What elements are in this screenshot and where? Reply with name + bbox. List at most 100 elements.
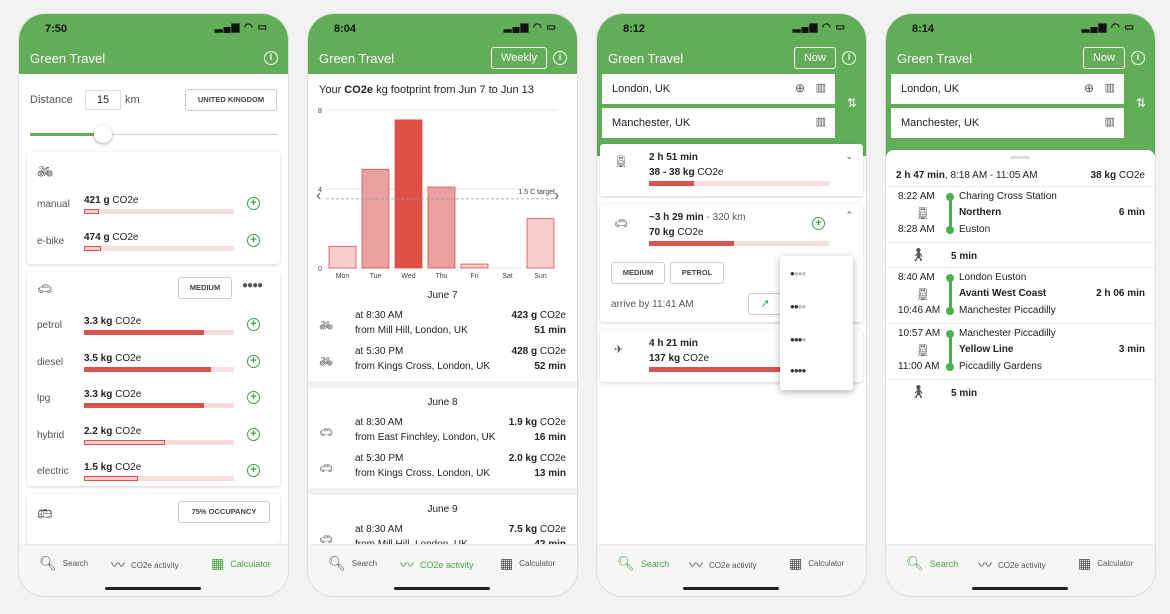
line-connector — [948, 333, 952, 365]
add-trip-icon[interactable]: + — [247, 197, 260, 210]
open-external-icon[interactable]: ↗ — [748, 293, 782, 315]
origin-input[interactable]: London, UK ⊕ ▥ — [891, 74, 1124, 104]
swap-icon[interactable]: ⇅ — [1135, 96, 1146, 110]
add-trip-icon[interactable]: + — [247, 391, 260, 404]
locate-icon[interactable]: ⊕ — [794, 81, 805, 95]
occupancy-option-1[interactable]: ●●●● — [790, 269, 806, 278]
add-trip-icon[interactable]: + — [247, 318, 260, 331]
trip-origin: from East Finchley, London, UK — [355, 432, 496, 443]
time-button[interactable]: Now — [793, 47, 836, 69]
trip-duration: 13 min — [534, 468, 566, 479]
plane-icon: ✈︎ — [614, 344, 624, 356]
map-icon[interactable]: ▥ — [1104, 116, 1115, 128]
destination-input[interactable]: Manchester, UK ▥ — [602, 108, 835, 138]
status-time: 8:04 — [334, 23, 357, 35]
trip-duration: 16 min — [534, 432, 566, 443]
leg-line: Northern — [959, 207, 1002, 218]
y-tick-label: 4 — [318, 187, 322, 194]
car-size-button[interactable]: MEDIUM — [611, 262, 665, 284]
add-trip-icon[interactable]: + — [247, 427, 260, 441]
calculator-icon: ▦ — [789, 555, 803, 571]
y-tick-label: 8 — [318, 108, 322, 115]
swap-icon[interactable]: ⇅ — [846, 96, 857, 110]
signal-wifi-battery-icon: ▂▄▆ ◠ ▭ — [503, 22, 557, 33]
leg-arrive-stop: Piccadilly Gardens — [959, 361, 1042, 372]
home-indicator — [972, 587, 1068, 590]
bike-row-label: manual — [37, 199, 70, 210]
chevron-up-icon[interactable]: ⌃ — [845, 210, 853, 220]
occupancy-option-3[interactable]: ●●●● — [790, 335, 806, 344]
car-card: 🚗︎ MEDIUM ●●●● petrol 3.3 kg CO2e + diesel 3… — [27, 272, 280, 486]
stop-dot — [946, 307, 954, 315]
origin-input[interactable]: London, UK ⊕ ▥ — [602, 74, 835, 104]
leg-arrive-time: 11:00 AM — [898, 361, 940, 372]
tab-co2e-activity[interactable]: 〰 CO2e activity — [111, 557, 179, 573]
add-trip-icon[interactable]: + — [247, 464, 260, 477]
x-tick-label: Sat — [502, 273, 513, 280]
occupancy-icon[interactable]: ●●●● — [242, 280, 263, 291]
period-button[interactable]: Weekly — [491, 47, 547, 69]
tab-co2e-activity[interactable]: 〰 CO2e activity — [400, 557, 474, 573]
distance-slider[interactable] — [30, 125, 278, 143]
add-trip-icon[interactable]: + — [812, 217, 825, 230]
signal-wifi-battery-icon: ▂▄▆ ◠ ▭ — [214, 22, 268, 33]
occupancy-option-2[interactable]: ●●●● — [790, 302, 806, 311]
status-time: 8:12 — [623, 23, 646, 35]
chart-bar — [526, 218, 555, 269]
sheet-handle[interactable] — [1010, 156, 1030, 159]
x-tick-label: Fri — [470, 273, 479, 280]
tab-calculator[interactable]: ▦ Calculator — [500, 555, 556, 571]
tab-co2e-activity[interactable]: 〰 CO2e activity — [978, 557, 1046, 573]
add-trip-icon[interactable]: + — [247, 354, 260, 368]
home-indicator — [394, 587, 490, 590]
distance-input[interactable]: 15 — [85, 90, 121, 110]
map-icon[interactable]: ▥ — [1104, 82, 1115, 94]
tab-search[interactable]: 🔍︎ Search — [906, 555, 959, 571]
info-icon[interactable]: i — [842, 51, 856, 65]
time-button[interactable]: Now — [1082, 47, 1125, 69]
x-tick-label: Tue — [370, 273, 382, 280]
tab-calculator[interactable]: ▦ Calculator — [789, 555, 845, 571]
tab-search[interactable]: 🔍︎ Search — [617, 555, 670, 571]
locate-icon[interactable]: ⊕ — [1083, 81, 1094, 95]
tab-calculator[interactable]: ▦ Calculator — [211, 555, 271, 571]
info-icon[interactable]: i — [1131, 51, 1145, 65]
train-icon: 🚆︎ — [915, 287, 931, 301]
fuel-button[interactable]: PETROL — [670, 262, 724, 284]
day-header: June 9 — [427, 504, 458, 515]
occupancy-button[interactable]: 75% OCCUPANCY — [178, 501, 270, 523]
occupancy-option-4[interactable]: ●●●● — [790, 366, 806, 375]
chevron-right-icon[interactable]: › — [554, 187, 559, 204]
region-button[interactable]: UNITED KINGDOM — [185, 89, 277, 111]
chevron-down-icon[interactable]: ⌄ — [845, 151, 853, 161]
signal-wifi-battery-icon: ▂▄▆ ◠ ▭ — [792, 22, 846, 33]
tab-co2e-activity[interactable]: 〰 CO2e activity — [689, 557, 757, 573]
tab-calculator[interactable]: ▦ Calculator — [1078, 555, 1134, 571]
chevron-left-icon[interactable]: ‹ — [316, 187, 321, 204]
walk-icon: 🚶︎ — [910, 384, 927, 399]
map-icon[interactable]: ▥ — [815, 82, 826, 94]
car-icon: 🚗︎ — [319, 427, 333, 439]
map-icon[interactable]: ▥ — [815, 116, 826, 128]
trip-origin: from Mill Hill, London, UK — [355, 325, 468, 336]
train-route-card[interactable]: 🚆︎ 2 h 51 min 38 - 38 kg CO2e ⌄ — [600, 144, 863, 196]
x-tick-label: Sun — [534, 273, 547, 280]
info-icon[interactable]: i — [553, 51, 567, 65]
x-tick-label: Wed — [401, 273, 415, 280]
add-trip-icon[interactable]: + — [247, 234, 260, 247]
car-size-button[interactable]: MEDIUM — [178, 277, 232, 299]
route-bar — [649, 367, 809, 372]
info-icon[interactable]: i — [264, 51, 278, 65]
app-bar: Green Travel Weekly i — [308, 44, 577, 74]
tab-search[interactable]: 🔍︎ Search — [39, 555, 89, 571]
status-bar: 7:50 ▂▄▆ ◠ ▭ — [19, 14, 288, 44]
tab-search[interactable]: 🔍︎ Search — [328, 555, 378, 571]
status-bar: 8:14 ▂▄▆ ◠ ▭ — [886, 14, 1155, 44]
slider-thumb[interactable] — [94, 125, 112, 143]
destination-input[interactable]: Manchester, UK ▥ — [891, 108, 1124, 138]
bicycle-icon: 🚲︎ — [319, 320, 333, 332]
car-icon: 🚗︎ — [614, 218, 628, 230]
trip-duration: 51 min — [534, 325, 566, 336]
car-bar-bg — [84, 476, 234, 481]
car-bar — [84, 366, 211, 372]
